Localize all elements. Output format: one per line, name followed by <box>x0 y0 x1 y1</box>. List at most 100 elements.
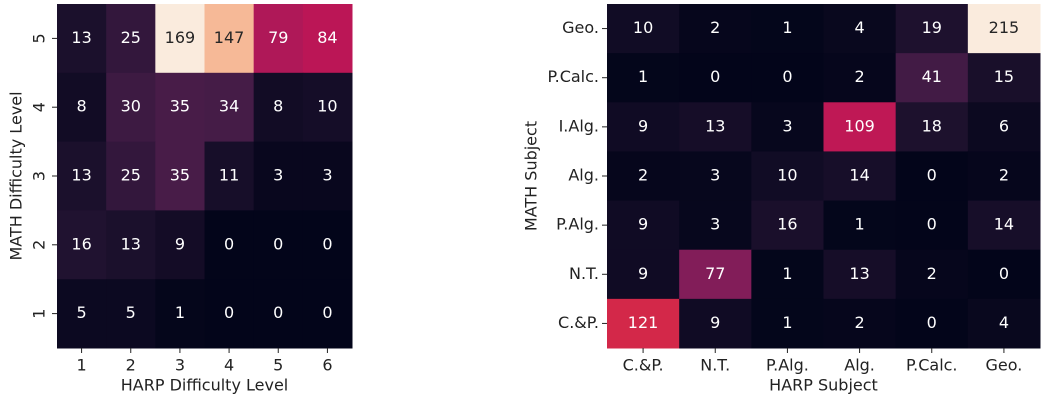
cell-label: 0 <box>224 303 234 322</box>
heatmap-cell <box>823 4 897 54</box>
cell-label: 13 <box>121 234 141 253</box>
heatmap-cell <box>679 151 752 202</box>
cell-label: 35 <box>170 97 190 116</box>
x-tick-label: 1 <box>76 356 86 375</box>
cell-label: 2 <box>854 313 864 332</box>
cell-label: 9 <box>638 264 648 283</box>
x-axis-label: HARP Difficulty Level <box>121 376 289 395</box>
cell-label: 3 <box>710 215 720 234</box>
heatmap-cell <box>751 249 824 300</box>
cell-label: 169 <box>165 28 196 47</box>
y-tick-label: Alg. <box>568 166 599 185</box>
cell-label: 5 <box>76 303 86 322</box>
cell-label: 77 <box>705 264 725 283</box>
y-tick-label: P.Alg. <box>556 215 599 234</box>
cell-label: 19 <box>922 18 942 37</box>
y-axis-label: MATH Subject <box>522 121 541 231</box>
heatmap-cell <box>204 279 255 349</box>
cell-label: 25 <box>121 166 141 185</box>
cell-label: 3 <box>782 116 792 135</box>
heatmap-cell <box>106 210 156 280</box>
cell-label: 9 <box>175 234 185 253</box>
y-tick-label: 2 <box>30 240 49 250</box>
cell-label: 13 <box>705 116 725 135</box>
heatmap-cell <box>679 4 752 54</box>
heatmap-cell <box>57 279 107 349</box>
heatmap-cell <box>823 200 897 251</box>
cell-label: 10 <box>633 18 653 37</box>
cell-label: 0 <box>322 303 332 322</box>
cell-label: 0 <box>927 166 937 185</box>
heatmap-cell <box>679 102 752 152</box>
heatmap-cell <box>751 200 824 251</box>
heatmap-cell <box>253 141 304 211</box>
heatmap-cell <box>204 72 255 143</box>
cell-label: 121 <box>628 313 659 332</box>
heatmap-cell <box>967 249 1041 300</box>
cell-label: 2 <box>710 18 720 37</box>
cell-label: 15 <box>994 67 1014 86</box>
heatmap-cell <box>751 4 824 54</box>
cell-label: 0 <box>710 67 720 86</box>
heatmap-cell <box>253 279 304 349</box>
heatmap-cell <box>204 141 255 211</box>
cell-label: 4 <box>854 18 864 37</box>
cell-label: 10 <box>777 166 797 185</box>
cell-label: 16 <box>71 234 91 253</box>
heatmap-cell <box>155 141 205 211</box>
heatmap-cell <box>895 151 969 202</box>
x-tick-label: N.T. <box>700 356 730 375</box>
x-tick-label: 3 <box>175 356 185 375</box>
heatmap-cell <box>204 4 255 74</box>
heatmap-cell <box>751 298 824 349</box>
heatmap-cell <box>57 4 107 74</box>
cell-label: 13 <box>849 264 869 283</box>
heatmap-cell <box>967 298 1041 349</box>
heatmap-cell <box>607 249 680 300</box>
cell-label: 34 <box>219 97 239 116</box>
heatmap-cell <box>823 53 897 103</box>
heatmap-cell <box>607 53 680 103</box>
heatmap-cell <box>155 4 205 74</box>
heatmap-cell <box>302 4 353 74</box>
cell-label: 2 <box>999 166 1009 185</box>
heatmap-cell <box>823 151 897 202</box>
heatmap-cell <box>895 102 969 152</box>
cell-label: 5 <box>126 303 136 322</box>
cell-label: 2 <box>854 67 864 86</box>
heatmap-cell <box>302 141 353 211</box>
x-tick-label: 6 <box>322 356 332 375</box>
heatmap-cell <box>607 4 680 54</box>
cell-label: 41 <box>922 67 942 86</box>
cell-label: 1 <box>782 313 792 332</box>
cell-label: 147 <box>214 28 245 47</box>
heatmap-cell <box>57 72 107 143</box>
heatmap-cell <box>253 72 304 143</box>
cell-label: 3 <box>273 166 283 185</box>
y-tick-label: 1 <box>30 309 49 319</box>
x-tick-label: P.Alg. <box>766 356 809 375</box>
x-tick-label: P.Calc. <box>906 356 958 375</box>
x-tick-label: 4 <box>224 356 234 375</box>
cell-label: 1 <box>854 215 864 234</box>
cell-label: 8 <box>76 97 86 116</box>
x-tick-label: Alg. <box>844 356 875 375</box>
heatmap-cell <box>679 249 752 300</box>
heatmap-cell <box>967 53 1041 103</box>
cell-label: 9 <box>710 313 720 332</box>
cell-label: 4 <box>999 313 1009 332</box>
y-tick-label: I.Alg. <box>559 116 599 135</box>
cell-label: 3 <box>322 166 332 185</box>
heatmap-cell <box>155 279 205 349</box>
cell-label: 2 <box>927 264 937 283</box>
heatmap-cell <box>302 72 353 143</box>
heatmap-cell <box>895 200 969 251</box>
heatmap-cell <box>751 102 824 152</box>
y-axis-label: MATH Difficulty Level <box>7 91 26 260</box>
y-tick-label: P.Calc. <box>547 67 599 86</box>
cell-label: 30 <box>121 97 141 116</box>
cell-label: 0 <box>999 264 1009 283</box>
heatmap-cell <box>679 298 752 349</box>
heatmap-cell <box>106 279 156 349</box>
cell-label: 0 <box>322 234 332 253</box>
